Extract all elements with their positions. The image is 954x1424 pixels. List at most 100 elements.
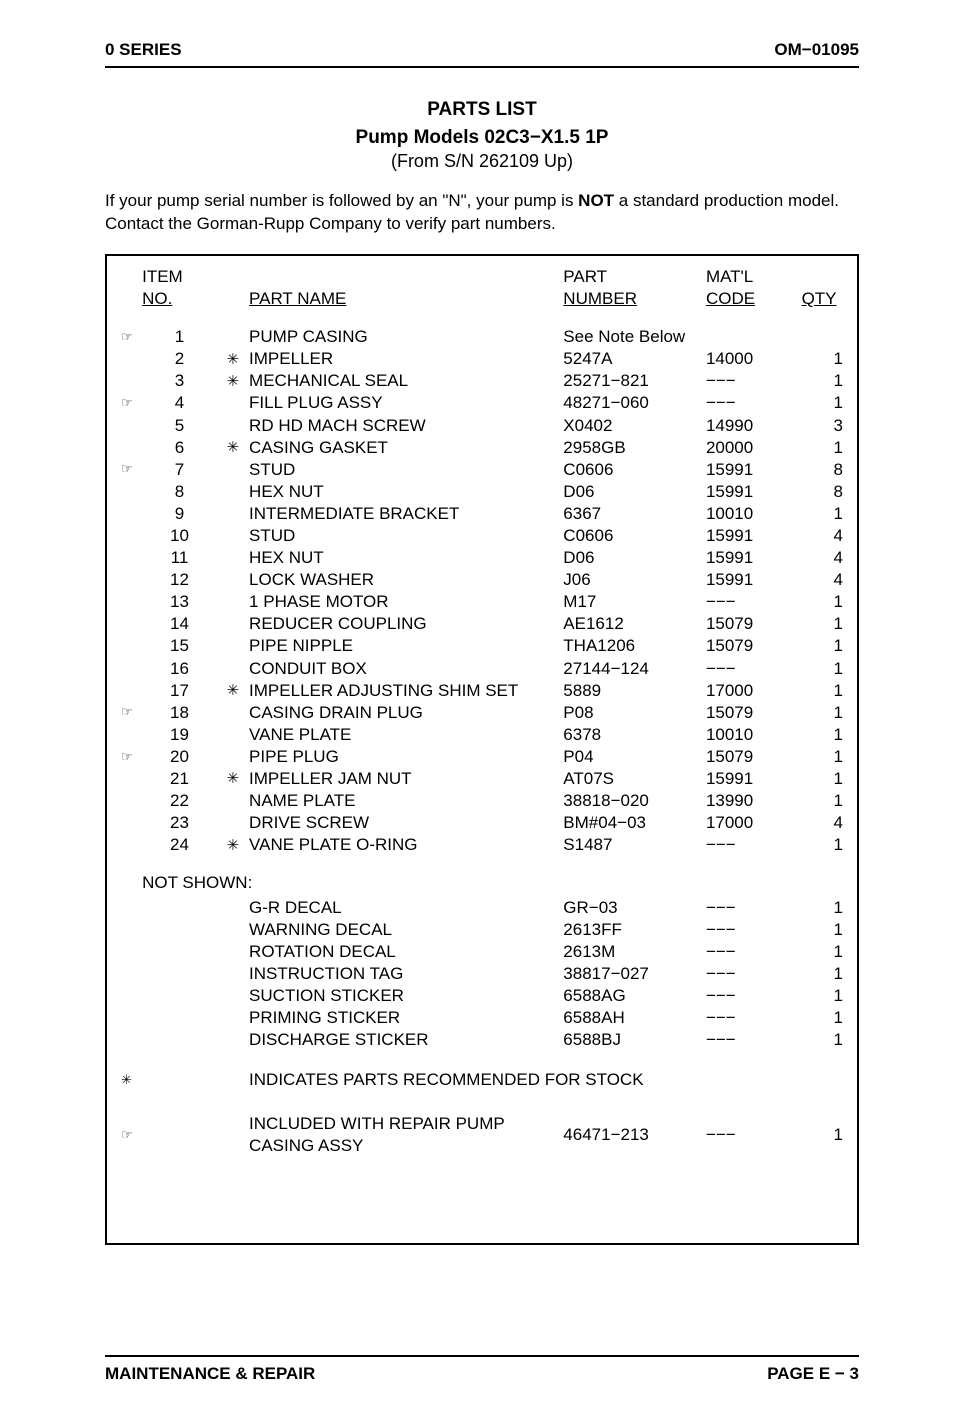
pointer-icon <box>121 658 142 680</box>
part-name: SUCTION STICKER <box>249 985 563 1007</box>
part-number: 6367 <box>563 503 706 525</box>
part-number: BM#04−03 <box>563 812 706 834</box>
page-footer: MAINTENANCE & REPAIR PAGE E − 3 <box>105 1355 859 1384</box>
item-no: 24 <box>142 834 217 856</box>
qty: 1 <box>802 1007 843 1029</box>
qty: 1 <box>802 963 843 985</box>
pointer-icon <box>121 415 142 437</box>
table-row: 11HEX NUTD06159914 <box>121 547 843 569</box>
col-matl: MAT'LCODE <box>706 266 802 314</box>
table-row: 23DRIVE SCREWBM#04−03170004 <box>121 812 843 834</box>
cell <box>142 1091 249 1157</box>
matl-code: 15991 <box>706 525 802 547</box>
qty: 8 <box>802 459 843 481</box>
qty: 1 <box>802 919 843 941</box>
part-name: VANE PLATE O-RING <box>249 834 563 856</box>
table-row: SUCTION STICKER6588AG−−−1 <box>121 985 843 1007</box>
stock-star-icon <box>217 702 249 724</box>
stock-star-icon <box>217 326 249 348</box>
qty: 1 <box>802 1029 843 1051</box>
part-name: IMPELLER <box>249 348 563 370</box>
matl-code: −−− <box>706 963 802 985</box>
part-number: GR−03 <box>563 897 706 919</box>
cell <box>142 941 217 963</box>
part-number: 5889 <box>563 680 706 702</box>
matl-code: −−− <box>706 1029 802 1051</box>
part-name: WARNING DECAL <box>249 919 563 941</box>
pointer-icon <box>121 503 142 525</box>
item-no: 3 <box>142 370 217 392</box>
matl-code: 15991 <box>706 459 802 481</box>
stock-star-icon <box>217 790 249 812</box>
pointer-icon <box>121 635 142 657</box>
part-number: S1487 <box>563 834 706 856</box>
part-name: PRIMING STICKER <box>249 1007 563 1029</box>
table-row: INSTRUCTION TAG38817−027−−−1 <box>121 963 843 985</box>
cell <box>142 1051 249 1091</box>
stock-star-icon: ✳ <box>217 834 249 856</box>
table-row: 17✳IMPELLER ADJUSTING SHIM SET5889170001 <box>121 680 843 702</box>
stock-star-icon: ✳ <box>217 348 249 370</box>
table-row: 19VANE PLATE6378100101 <box>121 724 843 746</box>
item-no: 10 <box>142 525 217 547</box>
part-name: RD HD MACH SCREW <box>249 415 563 437</box>
part-number: See Note Below <box>563 326 706 348</box>
page-header: 0 SERIES OM−01095 <box>105 40 859 68</box>
cell <box>217 1007 249 1029</box>
table-row: ☞1PUMP CASINGSee Note Below <box>121 326 843 348</box>
table-row: ☞4FILL PLUG ASSY48271−060−−−1 <box>121 392 843 414</box>
item-no: 22 <box>142 790 217 812</box>
header-left: 0 SERIES <box>105 40 182 60</box>
part-name: DISCHARGE STICKER <box>249 1029 563 1051</box>
cell <box>142 985 217 1007</box>
pointer-icon <box>121 680 142 702</box>
cell <box>121 985 142 1007</box>
cell <box>121 1029 142 1051</box>
note-bold: NOT <box>578 191 614 210</box>
cell <box>121 919 142 941</box>
stock-star-icon: ✳ <box>217 437 249 459</box>
stock-star-icon <box>217 724 249 746</box>
qty: 1 <box>802 1091 843 1157</box>
matl-code: 15991 <box>706 768 802 790</box>
cell <box>217 941 249 963</box>
cell <box>121 856 843 868</box>
matl-code: −−− <box>706 834 802 856</box>
item-no: 8 <box>142 481 217 503</box>
part-name: STUD <box>249 525 563 547</box>
legend-repair: INCLUDED WITH REPAIR PUMP CASING ASSY <box>249 1091 563 1157</box>
matl-code: 10010 <box>706 724 802 746</box>
qty: 4 <box>802 547 843 569</box>
table-row: ✳INDICATES PARTS RECOMMENDED FOR STOCK <box>121 1051 843 1091</box>
matl-code: −−− <box>706 985 802 1007</box>
footer-left: MAINTENANCE & REPAIR <box>105 1364 315 1384</box>
item-no: 17 <box>142 680 217 702</box>
qty: 1 <box>802 503 843 525</box>
part-name: G-R DECAL <box>249 897 563 919</box>
stock-star-icon <box>217 658 249 680</box>
stock-star-icon: ✳ <box>217 768 249 790</box>
table-row: ☞INCLUDED WITH REPAIR PUMP CASING ASSY46… <box>121 1091 843 1157</box>
pointer-icon <box>121 547 142 569</box>
table-row: 15PIPE NIPPLETHA1206150791 <box>121 635 843 657</box>
title-block: PARTS LIST Pump Models 02C3−X1.5 1P (Fro… <box>105 96 859 172</box>
parts-table-frame: ITEMNO. PART NAME PARTNUMBER MAT'LCODE Q… <box>105 254 859 1245</box>
part-number: AT07S <box>563 768 706 790</box>
part-number: 5247A <box>563 348 706 370</box>
cell <box>217 963 249 985</box>
part-number: M17 <box>563 591 706 613</box>
part-name: NAME PLATE <box>249 790 563 812</box>
table-row: 8HEX NUTD06159918 <box>121 481 843 503</box>
part-name: CONDUIT BOX <box>249 658 563 680</box>
pointer-icon <box>121 768 142 790</box>
part-number: 25271−821 <box>563 370 706 392</box>
part-name: PIPE NIPPLE <box>249 635 563 657</box>
part-number: 2613FF <box>563 919 706 941</box>
part-number: 6378 <box>563 724 706 746</box>
item-no: 2 <box>142 348 217 370</box>
cell <box>121 941 142 963</box>
item-no: 16 <box>142 658 217 680</box>
title-line1: PARTS LIST <box>105 96 859 124</box>
stock-star-icon <box>217 525 249 547</box>
qty: 1 <box>802 348 843 370</box>
